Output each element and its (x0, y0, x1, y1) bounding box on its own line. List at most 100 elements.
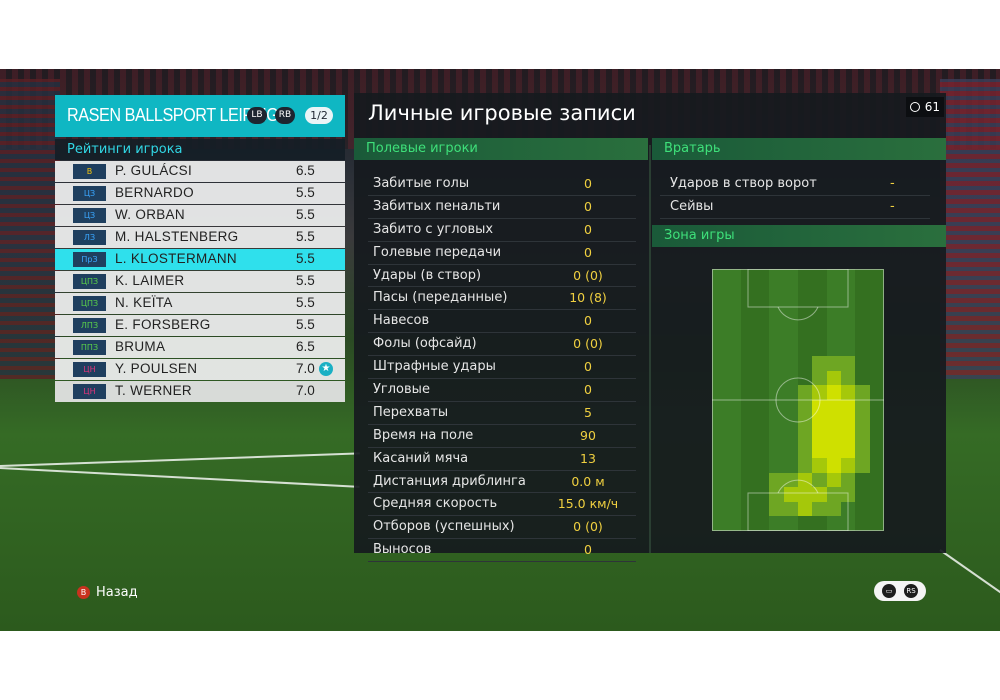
stat-row: Время на поле 90 (368, 425, 636, 448)
heatmap-cell (797, 341, 813, 357)
heatmap-cell (840, 312, 856, 328)
pitch-line (0, 467, 360, 488)
heatmap-cell (712, 283, 727, 299)
heatmap-cell (869, 399, 884, 415)
heatmap-cell (826, 283, 841, 299)
position-badge: ЦЗ (73, 186, 106, 201)
heatmap-cell (869, 356, 884, 371)
stat-label: Выносов (373, 542, 432, 558)
player-row[interactable]: В P. GULÁCSI 6.5 (55, 161, 345, 182)
player-row[interactable]: ПрЗ L. KLOSTERMANN 5.5 (55, 249, 345, 270)
heatmap-cell (740, 370, 755, 386)
player-row[interactable]: ЛЗ M. HALSTENBERG 5.5 (55, 227, 345, 248)
divider (649, 145, 651, 553)
stat-label: Штрафные удары (373, 359, 496, 375)
stat-label: Время на поле (373, 427, 474, 443)
stat-value: 15.0 км/ч (557, 496, 619, 512)
player-row[interactable]: ППЗ BRUMA 6.5 (55, 337, 345, 358)
heatmap-cell (855, 516, 870, 531)
heatmap-cell (812, 443, 827, 459)
heatmap-cell (855, 283, 870, 299)
position-badge: ЦН (73, 362, 106, 377)
rb-button[interactable]: RB (275, 107, 295, 124)
heatmap-cell (712, 327, 727, 342)
gk-stat-row: Ударов в створ ворот - (660, 173, 930, 196)
heatmap-cell (797, 312, 813, 328)
heatmap-cell (754, 283, 770, 299)
player-row[interactable]: ЛПЗ E. FORSBERG 5.5 (55, 315, 345, 336)
heatmap-cell (869, 341, 884, 357)
stat-value: 13 (580, 450, 596, 466)
stat-row: Угловые 0 (368, 379, 636, 402)
player-row[interactable]: ЦН Y. POULSEN 7.0 ★ (55, 359, 345, 380)
heatmap-cell (740, 356, 755, 371)
stat-value: 0 (584, 244, 592, 260)
heatmap-cell (754, 501, 770, 517)
back-label: Назад (96, 585, 138, 600)
player-row[interactable]: ЦПЗ N. KEÏTA 5.5 (55, 293, 345, 314)
heatmap-cell (726, 298, 741, 313)
heatmap-cell (783, 341, 798, 357)
heatmap-cell (754, 443, 770, 459)
heatmap-cell (855, 458, 870, 473)
player-name: BERNARDO (115, 185, 194, 200)
heatmap-cell (840, 458, 856, 473)
clock-icon (910, 102, 920, 112)
heatmap-cell (726, 414, 741, 430)
position-badge: ЛПЗ (73, 318, 106, 333)
lb-button[interactable]: LB (247, 107, 267, 124)
heatmap-cell (726, 312, 741, 328)
player-row[interactable]: ЦЗ BERNARDO 5.5 (55, 183, 345, 204)
back-button[interactable]: B Назад (77, 585, 138, 600)
b-button-icon: B (77, 586, 90, 599)
stat-row: Голевые передачи 0 (368, 242, 636, 265)
heatmap-cell (740, 327, 755, 342)
heatmap-cell (754, 414, 770, 430)
heatmap-cell (840, 370, 856, 386)
heatmap-cell (869, 429, 884, 444)
stat-value: 10 (8) (569, 290, 607, 306)
heatmap-cell (869, 414, 884, 430)
player-name: W. ORBAN (115, 207, 185, 222)
heatmap-cell (826, 399, 841, 415)
stat-row: Пасы (переданные) 10 (8) (368, 287, 636, 311)
stat-row: Касаний мяча 13 (368, 448, 636, 471)
heatmap-cell (840, 443, 856, 459)
heatmap-cell (869, 472, 884, 488)
chat-icon[interactable]: ▭ (882, 584, 896, 598)
heatmap-cell (726, 283, 741, 299)
heatmap-cell (855, 385, 870, 400)
heatmap-cell (783, 269, 798, 284)
heatmap-cell (812, 429, 827, 444)
heatmap-cell (869, 370, 884, 386)
heatmap-cell (826, 472, 841, 488)
player-row[interactable]: ЦПЗ K. LAIMER 5.5 (55, 271, 345, 292)
heatmap-cell (783, 443, 798, 459)
heatmap-cell (797, 458, 813, 473)
heatmap-cell (855, 429, 870, 444)
stat-value: 0 (584, 382, 592, 398)
stat-value: 0 (584, 542, 592, 558)
heatmap-cell (869, 501, 884, 517)
heatmap-cell (826, 327, 841, 342)
rs-icon[interactable]: RS (904, 584, 918, 598)
player-rating: 5.5 (296, 185, 315, 200)
stat-label: Угловые (373, 382, 430, 398)
heatmap-cell (783, 327, 798, 342)
heatmap-cell (754, 458, 770, 473)
player-rating: 5.5 (296, 317, 315, 332)
heatmap-cell (740, 443, 755, 459)
heatmap-cell (769, 443, 784, 459)
heatmap-cell (769, 312, 784, 328)
heatmap-cell (840, 414, 856, 430)
team-name: RASEN BALLSPORT LEIPZIG (67, 105, 279, 125)
heatmap-cell (754, 487, 770, 502)
heatmap-cell (740, 516, 755, 531)
page-title: Личные игровые записи (368, 101, 636, 125)
player-row[interactable]: ЦН T. WERNER 7.0 (55, 381, 345, 402)
heatmap-cell (754, 312, 770, 328)
player-rating: 5.5 (296, 207, 315, 222)
heatmap-cell (712, 399, 727, 415)
player-row[interactable]: ЦЗ W. ORBAN 5.5 (55, 205, 345, 226)
heatmap-cell (812, 341, 827, 357)
